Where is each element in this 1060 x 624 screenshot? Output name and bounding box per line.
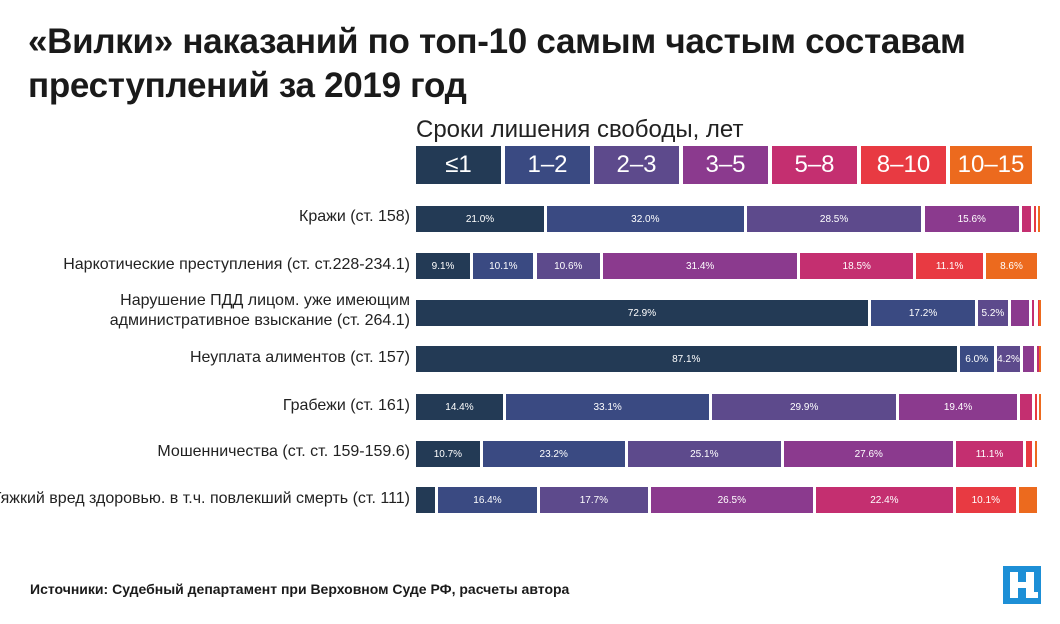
bar-segment [1036,346,1039,372]
legend-swatch-2: 1–2 [505,146,590,184]
bar-segment [1034,206,1037,232]
bar-segment: 87.1% [416,346,957,372]
bar-segment [1035,441,1037,467]
bar-row: 87.1% 6.0% 4.2% [416,346,1042,372]
category-label: Тяжкий вред здоровью. в т.ч. повлекший с… [0,490,410,507]
news-outlet-logo [1003,566,1041,604]
legend-swatch-7: 10–15 [950,146,1032,184]
bar-segment [1020,394,1032,420]
bar-segment [1035,394,1037,420]
bar-segment: 23.2% [482,441,625,467]
bar-segment: 17.2% [870,300,976,326]
bar-segment: 22.4% [816,487,953,513]
bar-segment: 29.9% [712,394,896,420]
bar-segment [1031,300,1035,326]
source-note: Источники: Судебный департамент при Верх… [30,581,570,597]
category-label: Кражи (ст. 158) [299,208,410,225]
category-label: Наркотические преступления (ст. ст.228-2… [63,256,410,273]
bar-segment: 32.0% [547,206,744,232]
bar-segment [1023,346,1034,372]
category-label: Мошенничества (ст. ст. 159-159.6) [157,443,410,460]
logo-icon [1003,566,1041,604]
bar-segment: 28.5% [746,206,922,232]
chart-title: «Вилки» наказаний по топ-10 самым частым… [28,22,966,105]
bar-segment: 10.6% [536,253,600,279]
bar-segment [1021,206,1032,232]
bar-segment: 11.1% [956,441,1023,467]
bar-segment: 11.1% [916,253,983,279]
bar-segment: 25.1% [627,441,782,467]
bar-row: 9.1% 10.1% 10.6% 31.4% 18.5% 11.1% 8.6% [416,253,1040,279]
bar-segment: 10.1% [473,253,534,279]
legend-swatch-4: 3–5 [683,146,768,184]
bar-segment [1018,487,1037,513]
bar-segment: 31.4% [603,253,798,279]
bar-segment: 27.6% [784,441,954,467]
bar-segment: 16.4% [437,487,538,513]
bar-segment: 17.7% [540,487,648,513]
legend-swatch-6: 8–10 [861,146,946,184]
bar-segment: 33.1% [505,394,710,420]
bar-segment: 21.0% [416,206,544,232]
bar-segment: 9.1% [416,253,471,279]
bar-segment: 5.2% [978,300,1008,326]
legend-swatch-3: 2–3 [594,146,679,184]
category-label: Неуплата алиментов (ст. 157) [189,349,410,366]
bar-segment: 8.6% [986,253,1037,279]
category-label: Грабежи (ст. 161) [282,397,410,414]
bar-segment: 15.6% [924,206,1019,232]
bar-segment: 10.1% [955,487,1016,513]
bar-segment: 6.0% [959,346,994,372]
category-label: Нарушение ПДД лицом. уже имеющим админис… [109,292,410,329]
bar-segment: 19.4% [899,394,1018,420]
bar-segment [1010,300,1029,326]
bar-segment: 10.7% [416,441,480,467]
bar-segment [416,487,435,513]
bar-row: 14.4% 33.1% 29.9% 19.4% [416,394,1041,420]
legend-swatch-5: 5–8 [772,146,857,184]
bar-segment [1038,206,1041,232]
bar-segment: 26.5% [650,487,813,513]
bar-segment: 14.4% [416,394,503,420]
bar-segment: 4.2% [996,346,1021,372]
bar-segment: 72.9% [416,300,868,326]
bar-segment [1037,300,1040,326]
bar-row: 16.4% 17.7% 26.5% 22.4% 10.1% [416,487,1040,513]
bar-row: 72.9% 17.2% 5.2% [416,300,1042,326]
legend-title: Сроки лишения свободы, лет [416,116,744,143]
legend: ≤1 1–2 2–3 3–5 5–8 8–10 10–15 [416,146,1036,184]
bar-segment [1038,394,1041,420]
bar-row: 21.0% 32.0% 28.5% 15.6% [416,206,1041,232]
bar-segment: 18.5% [800,253,914,279]
bar-segment [1039,346,1042,372]
bar-segment [1039,300,1042,326]
bar-segment [1025,441,1032,467]
legend-swatch-1: ≤1 [416,146,501,184]
bar-row: 10.7% 23.2% 25.1% 27.6% 11.1% [416,441,1040,467]
